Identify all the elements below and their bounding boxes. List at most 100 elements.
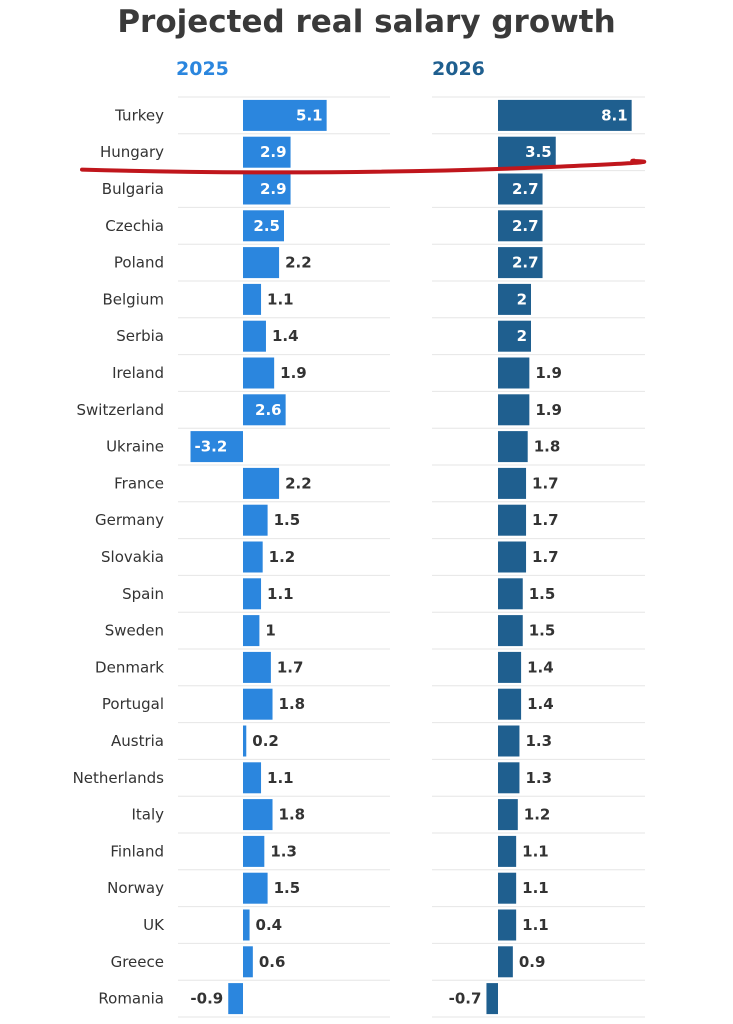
category-label: Turkey	[114, 106, 164, 124]
category-label: Greece	[111, 953, 164, 971]
bar-2026-Ukraine	[498, 431, 528, 463]
value-label: 2.7	[512, 217, 539, 235]
category-label: UK	[143, 916, 165, 934]
category-label: Denmark	[95, 658, 164, 676]
bar-2026-Sweden	[498, 615, 523, 647]
bar-2026-Greece	[498, 946, 513, 978]
bar-2025-Romania	[228, 983, 243, 1015]
bar-2026-Turkey	[498, 99, 632, 131]
value-label: 2.7	[512, 180, 539, 198]
value-label: 2.9	[260, 180, 287, 198]
bar-2025-Hungary	[243, 136, 291, 168]
bar-2026-France	[498, 467, 527, 499]
panel-title-2026: 2026	[432, 58, 485, 80]
value-label: 0.9	[519, 953, 546, 971]
value-label: 1.2	[269, 548, 296, 566]
category-label: Austria	[111, 732, 164, 750]
value-label: 1.1	[267, 769, 294, 787]
value-label: 2.7	[512, 254, 539, 272]
bar-2025-Ireland	[243, 357, 275, 389]
grid-2026	[432, 96, 645, 1018]
annotation-line	[80, 158, 647, 175]
value-label: -0.9	[190, 990, 223, 1008]
bar-2026-Ireland	[498, 357, 530, 389]
bar-2025-Italy	[243, 799, 273, 831]
value-label: 1.3	[270, 842, 297, 860]
value-label: 0.2	[252, 732, 279, 750]
value-label: 2	[517, 327, 527, 345]
bar-2025-Slovakia	[243, 541, 263, 573]
value-label: 1.9	[280, 364, 307, 382]
value-label: 1.1	[522, 842, 549, 860]
value-label: 0.6	[259, 953, 286, 971]
category-label: Slovakia	[101, 548, 164, 566]
bar-2026-Poland	[498, 247, 543, 279]
category-label: Poland	[114, 254, 164, 272]
bar-2025-France	[243, 467, 280, 499]
bar-2025-Belgium	[243, 283, 262, 315]
category-label: Ukraine	[106, 438, 164, 456]
bar-2025-Ukraine	[190, 431, 243, 463]
bar-2026-Germany	[498, 504, 527, 536]
bar-2025-Portugal	[243, 688, 273, 720]
value-label: 1.5	[274, 879, 301, 897]
value-label: 2.5	[253, 217, 280, 235]
category-label: Norway	[107, 879, 164, 897]
category-label: Sweden	[105, 622, 164, 640]
value-label: 1.8	[279, 695, 306, 713]
category-label: Romania	[98, 990, 164, 1008]
value-label: 1.1	[522, 879, 549, 897]
category-label: Italy	[131, 806, 164, 824]
category-label: Belgium	[103, 290, 165, 308]
category-label: Switzerland	[77, 401, 165, 419]
category-label: Netherlands	[73, 769, 165, 787]
value-label: 1.7	[532, 548, 559, 566]
category-label: Finland	[110, 842, 164, 860]
category-label: Germany	[95, 511, 164, 529]
bar-2026-Spain	[498, 578, 523, 610]
bar-2026-Norway	[498, 872, 517, 904]
bar-2025-Turkey	[243, 99, 327, 131]
value-label: 1.5	[529, 622, 556, 640]
grid-2025	[178, 96, 390, 1018]
value-label: 1	[265, 622, 275, 640]
value-label: 1.1	[522, 916, 549, 934]
value-label: 1.5	[274, 511, 301, 529]
bar-2026-Netherlands	[498, 762, 520, 794]
bar-2026-Slovakia	[498, 541, 527, 573]
value-label: 2.6	[255, 401, 282, 419]
value-label: 3.5	[525, 143, 552, 161]
value-label: 1.8	[534, 438, 561, 456]
value-label: 1.7	[532, 511, 559, 529]
value-label: 1.8	[279, 806, 306, 824]
value-label: -0.7	[449, 990, 482, 1008]
chart-title: Projected real salary growth	[117, 4, 616, 40]
bar-2025-Bulgaria	[243, 173, 291, 205]
value-label: 2	[517, 290, 527, 308]
bar-2025-Norway	[243, 872, 268, 904]
value-label: 5.1	[296, 106, 323, 124]
bar-2026-Portugal	[498, 688, 522, 720]
bar-2025-Germany	[243, 504, 268, 536]
bar-2026-Belgium	[498, 283, 531, 315]
value-label: 2.9	[260, 143, 287, 161]
bar-2025-Sweden	[243, 615, 260, 647]
value-label: 1.1	[267, 290, 294, 308]
category-label: Spain	[122, 585, 164, 603]
bar-2026-Finland	[498, 835, 517, 867]
value-label: 1.4	[527, 658, 554, 676]
bar-2026-Czechia	[498, 210, 543, 242]
bar-2025-Czechia	[243, 210, 284, 242]
bar-2025-Switzerland	[243, 394, 286, 426]
category-label: France	[114, 474, 164, 492]
bar-2025-UK	[243, 909, 250, 941]
bar-2025-Netherlands	[243, 762, 262, 794]
bar-2025-Denmark	[243, 651, 271, 683]
value-label: 2.2	[285, 254, 312, 272]
value-label: 1.4	[527, 695, 554, 713]
bar-2026-Switzerland	[498, 394, 530, 426]
bar-2025-Austria	[243, 725, 247, 757]
value-label: 1.2	[524, 806, 551, 824]
value-label: 1.1	[267, 585, 294, 603]
